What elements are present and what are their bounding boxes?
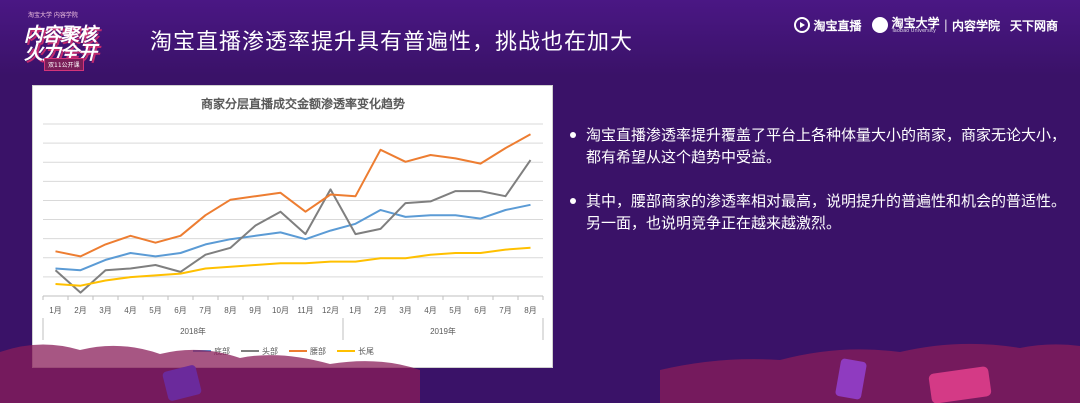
series-line-长尾 — [55, 246, 531, 287]
x-tick-label: 5月 — [449, 306, 461, 315]
chart-card: 商家分层直播成交金额渗透率变化趋势 1月 2月 3月 4月 5月 6月 7月 8月 9月 10月 11… — [32, 85, 553, 368]
x-tick-label: 7月 — [199, 306, 211, 315]
bullet-dot — [570, 132, 576, 138]
phone-icon — [835, 358, 867, 400]
brand-tianxia: 天下网商 — [1009, 18, 1058, 33]
legend-label: 长尾 — [358, 346, 374, 356]
header-bar — [0, 0, 1080, 76]
university-emblem-icon — [871, 17, 888, 33]
x-tick-label: 6月 — [474, 306, 486, 315]
year-group-label: 2018年 — [180, 326, 206, 336]
x-tick-label: 4月 — [124, 306, 136, 315]
bullet-dot — [570, 198, 576, 204]
chart-title: 商家分层直播成交金额渗透率变化趋势 — [201, 96, 405, 111]
x-tick-label: 1月 — [349, 306, 361, 315]
brand-university-en: Taobao University — [891, 27, 937, 34]
x-tick-label: 2月 — [374, 306, 386, 315]
series-line-头部 — [54, 159, 532, 294]
x-tick-label: 6月 — [174, 306, 186, 315]
x-tick-label: 2月 — [74, 306, 86, 315]
x-tick-label: 3月 — [399, 306, 411, 315]
logo-line-1: 内容聚核 — [24, 24, 97, 46]
series-line-腰部 — [55, 133, 531, 258]
brand-separator: | — [943, 18, 948, 32]
x-tick-label: 5月 — [149, 306, 161, 315]
x-tick-label: 8月 — [224, 306, 236, 315]
legend-label: 底部 — [214, 346, 230, 356]
logo-tag: 双11公开课 — [44, 58, 84, 71]
page-title: 淘宝直播渗透率提升具有普遍性，挑战也在加大 — [150, 30, 634, 55]
brand-taobao-live: 淘宝直播 — [793, 17, 862, 34]
brand-taobao-live-label: 淘宝直播 — [813, 18, 862, 33]
bullet-item: 其中，腰部商家的渗透率相对最高，说明提升的普遍性和机会的普适性。另一面，也说明竞… — [570, 190, 1070, 234]
brand-content-college: 内容学院 — [951, 18, 1000, 33]
x-tick-label: 10月 — [272, 306, 289, 315]
legend-label: 腰部 — [310, 346, 326, 356]
x-tick-label: 9月 — [249, 306, 261, 315]
play-icon — [793, 17, 810, 33]
x-tick-label: 11月 — [297, 306, 313, 315]
phone-icon — [162, 365, 202, 401]
line-chart: 商家分层直播成交金额渗透率变化趋势 1月 2月 3月 4月 5月 6月 7月 8月 9月 10月 11… — [42, 96, 544, 356]
brand-taobao-university: 淘宝大学 Taobao University | 内容学院 — [871, 17, 1000, 34]
bullet-list: 淘宝直播渗透率提升覆盖了平台上各种体量大小的商家，商家无论大小，都有希望从这个趋… — [570, 124, 1070, 256]
legend-label: 头部 — [262, 346, 278, 356]
logo-tiny-text: 淘宝大学 内容学院 — [28, 12, 78, 19]
brand-university-label: 淘宝大学 — [891, 15, 940, 30]
x-tick-label: 4月 — [424, 306, 436, 315]
series-line-底部 — [55, 203, 531, 272]
x-tick-label: 3月 — [99, 306, 111, 315]
stage-decoration — [0, 343, 1080, 403]
tablet-icon — [928, 366, 992, 403]
brand-university-text: 淘宝大学 Taobao University — [892, 17, 940, 34]
event-logo: 淘宝大学 内容学院 内容聚核 火力全开 双11公开课 — [22, 8, 122, 71]
bullet-item: 淘宝直播渗透率提升覆盖了平台上各种体量大小的商家，商家无论大小，都有希望从这个趋… — [570, 124, 1070, 168]
brand-strip: 淘宝直播 淘宝大学 Taobao University | 内容学院 天下网商 — [793, 13, 1058, 37]
x-tick-label: 12月 — [322, 306, 339, 315]
bullet-text: 其中，腰部商家的渗透率相对最高，说明提升的普遍性和机会的普适性。另一面，也说明竞… — [586, 192, 1067, 232]
x-tick-label: 8月 — [524, 306, 536, 315]
bullet-text: 淘宝直播渗透率提升覆盖了平台上各种体量大小的商家，商家无论大小，都有希望从这个趋… — [586, 126, 1067, 166]
x-tick-label: 7月 — [499, 306, 511, 315]
x-tick-label: 1月 — [49, 306, 61, 315]
year-group-label: 2019年 — [430, 326, 456, 336]
